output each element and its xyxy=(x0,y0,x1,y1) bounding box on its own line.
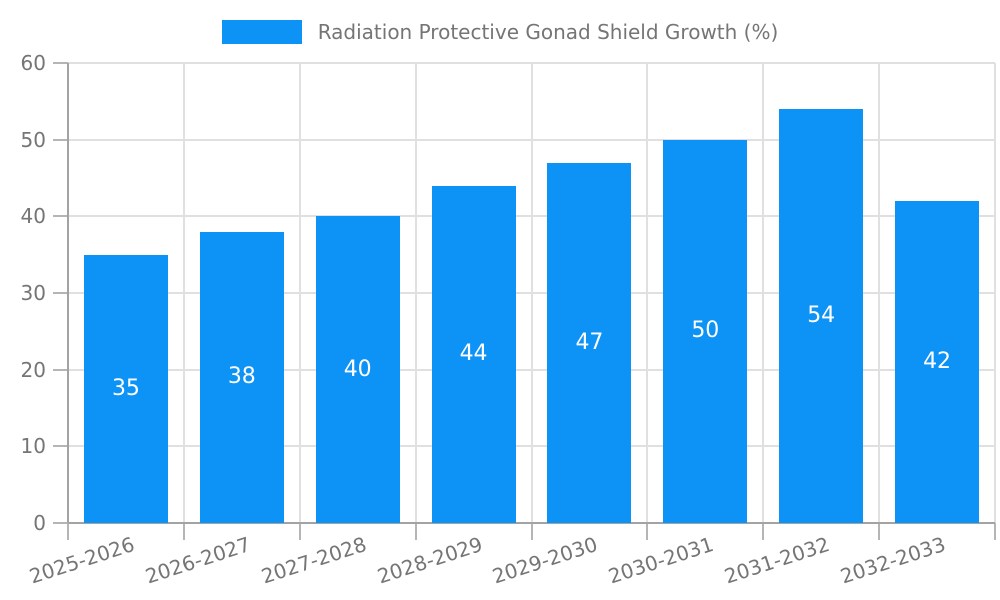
bar-value-label: 42 xyxy=(923,349,952,374)
x-tick xyxy=(878,523,881,540)
bar-value-label: 50 xyxy=(691,318,720,344)
y-tick xyxy=(53,215,68,218)
y-axis-tick-label: 10 xyxy=(20,434,46,459)
bar-value-label: 54 xyxy=(807,303,836,328)
bar-value-label: 35 xyxy=(111,375,140,401)
x-gridline xyxy=(646,63,649,523)
y-tick xyxy=(53,368,68,371)
bar-value-label: 47 xyxy=(575,329,604,355)
y-tick xyxy=(53,292,68,294)
bar[interactable] xyxy=(431,185,516,523)
x-gridline xyxy=(762,63,765,523)
x-gridline xyxy=(414,63,417,523)
bar[interactable] xyxy=(779,109,864,523)
x-gridline xyxy=(994,63,996,523)
x-tick xyxy=(530,523,533,540)
x-tick xyxy=(182,523,185,540)
bar[interactable] xyxy=(895,201,980,523)
bar-value-label: 44 xyxy=(459,341,488,367)
bar[interactable] xyxy=(199,231,284,523)
bar-value-label: 40 xyxy=(343,356,372,382)
y-axis-tick-label: 0 xyxy=(33,511,46,535)
x-tick xyxy=(646,523,649,540)
y-tick xyxy=(53,138,68,141)
x-gridline xyxy=(878,63,881,523)
y-axis-tick-label: 30 xyxy=(20,281,46,305)
y-axis-tick-label: 20 xyxy=(20,357,46,382)
x-gridline xyxy=(530,63,533,523)
y-tick xyxy=(53,445,68,448)
x-axis-line xyxy=(68,522,995,524)
y-axis-tick-label: 50 xyxy=(20,127,46,152)
x-tick xyxy=(67,523,69,540)
bar[interactable] xyxy=(547,162,632,523)
bar-value-label: 38 xyxy=(227,364,256,390)
y-axis-line xyxy=(67,63,69,523)
legend-swatch xyxy=(221,20,302,44)
legend-label: Radiation Protective Gonad Shield Growth… xyxy=(317,20,779,44)
x-tick xyxy=(414,523,417,540)
x-tick xyxy=(298,523,301,540)
y-axis-tick-label: 60 xyxy=(20,51,46,75)
x-tick xyxy=(762,523,765,540)
chart-legend[interactable]: Radiation Protective Gonad Shield Growth… xyxy=(0,15,1000,49)
x-gridline xyxy=(182,63,185,523)
bar[interactable] xyxy=(315,216,400,523)
bar[interactable] xyxy=(663,139,748,523)
x-gridline xyxy=(298,63,301,523)
y-tick xyxy=(53,62,68,64)
y-axis-tick-label: 40 xyxy=(20,204,46,229)
y-tick xyxy=(53,522,68,524)
bar[interactable] xyxy=(83,254,168,523)
x-tick xyxy=(994,523,996,540)
